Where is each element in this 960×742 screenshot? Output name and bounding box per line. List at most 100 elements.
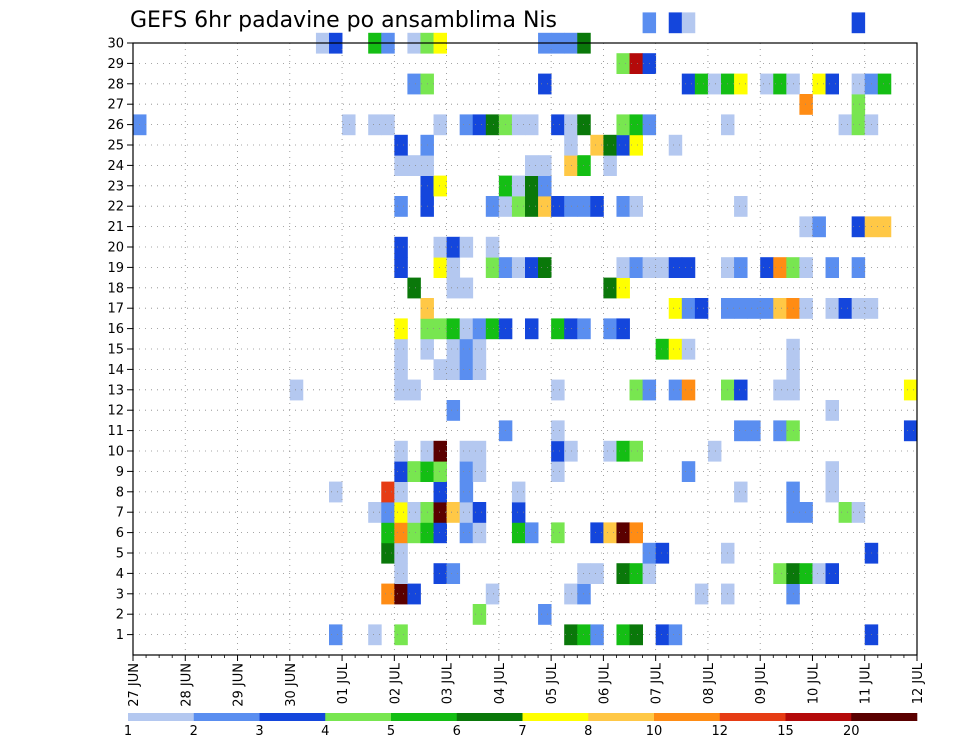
heatmap-cell <box>851 73 866 95</box>
x-tick-label: 11 JUL <box>859 662 874 704</box>
heatmap-cell <box>446 563 461 584</box>
heatmap-cell <box>446 318 461 340</box>
heatmap-cell <box>851 216 866 238</box>
heatmap-cell <box>616 522 630 544</box>
heatmap-cell <box>734 73 748 95</box>
heatmap-cell <box>590 134 604 156</box>
heatmap-cell <box>851 298 866 319</box>
heatmap-cell <box>368 502 382 523</box>
heatmap-cell <box>825 563 839 584</box>
heatmap-cell <box>407 155 421 176</box>
heatmap-cell <box>289 379 304 401</box>
legend-label: 1 <box>124 724 132 739</box>
heatmap-cell <box>394 359 408 380</box>
y-tick-label: 16 <box>107 322 124 337</box>
heatmap-cell <box>511 481 526 503</box>
x-tick-label: 28 JUN <box>179 663 194 707</box>
heatmap-cell <box>551 522 565 544</box>
heatmap-cell <box>616 563 630 584</box>
heatmap-cell <box>760 257 774 278</box>
heatmap-cell <box>629 624 643 646</box>
y-tick-label: 10 <box>107 445 124 460</box>
heatmap-cell <box>433 114 447 136</box>
heatmap-cell <box>407 73 421 95</box>
y-tick-label: 2 <box>116 608 124 623</box>
legend-swatch <box>719 713 786 721</box>
legend-label: 3 <box>255 724 263 739</box>
heatmap-cell <box>564 440 578 462</box>
heatmap-cell <box>616 114 630 136</box>
heatmap-cell <box>825 298 839 319</box>
heatmap-cell <box>812 216 826 238</box>
heatmap-cell <box>773 563 787 584</box>
heatmap-cell <box>368 624 382 646</box>
heatmap-cell <box>629 440 643 462</box>
heatmap-cell <box>603 134 617 156</box>
heatmap-cell <box>668 257 683 278</box>
heatmap-cell <box>734 481 748 503</box>
grid-lines <box>133 42 917 655</box>
y-tick-label: 23 <box>107 179 124 194</box>
heatmap-cell <box>629 196 643 217</box>
heatmap-cell <box>525 114 539 136</box>
y-tick-label: 12 <box>107 404 124 419</box>
y-tick-label: 29 <box>107 57 124 72</box>
heatmap-cell <box>525 155 539 176</box>
heatmap-cell <box>681 73 696 95</box>
chart-title: GEFS 6hr padavine po ansamblima Nis <box>130 8 557 33</box>
heatmap-cell <box>838 502 853 523</box>
heatmap-cell <box>551 379 565 401</box>
heatmap-cell <box>773 379 787 401</box>
heatmap-cell <box>629 522 643 544</box>
heatmap-cell <box>590 196 604 217</box>
heatmap-cell <box>760 73 774 95</box>
heatmap-cell <box>564 583 578 605</box>
x-tick-label: 01 JUL <box>336 662 351 704</box>
heatmap-cell <box>603 440 617 462</box>
heatmap-cell <box>407 583 421 605</box>
heatmap-cell <box>394 481 408 503</box>
heatmap-cell <box>903 420 918 442</box>
heatmap-cell <box>381 583 395 605</box>
heatmap-cell <box>707 440 722 462</box>
heatmap-cell <box>707 73 722 95</box>
heatmap-cell <box>838 298 853 319</box>
heatmap-cell <box>472 338 487 360</box>
heatmap-cell <box>511 196 526 217</box>
heatmap-cell <box>877 216 892 238</box>
heatmap-cell <box>629 134 643 156</box>
heatmap-cell <box>459 440 474 462</box>
heatmap-cell <box>407 277 421 299</box>
heatmap-cell <box>734 420 748 442</box>
y-tick-label: 30 <box>107 37 124 52</box>
heatmap-cell <box>603 277 617 299</box>
heatmap-cell <box>368 114 382 136</box>
heatmap-cell <box>525 522 539 544</box>
heatmap-cell <box>668 12 683 34</box>
heatmap-cell <box>564 114 578 136</box>
heatmap-cell <box>590 522 604 544</box>
y-tick-label: 4 <box>116 567 124 582</box>
legend-label: 15 <box>777 724 794 739</box>
heatmap-cell <box>747 420 761 442</box>
heatmap-cell <box>773 73 787 95</box>
heatmap-cell <box>538 604 552 625</box>
heatmap-cell <box>655 257 670 278</box>
legend-label: 10 <box>646 724 663 739</box>
heatmap-cell <box>538 196 552 217</box>
heatmap-cell <box>681 379 696 401</box>
heatmap-cell <box>616 196 630 217</box>
y-axis: 1234567891011121314151617181920212223242… <box>107 37 133 643</box>
legend-swatch <box>654 713 721 721</box>
legend-label: 6 <box>453 724 461 739</box>
heatmap-cell <box>511 175 526 197</box>
heatmap-cell <box>851 502 866 523</box>
legend-swatch <box>588 713 655 721</box>
heatmap-cell <box>668 379 683 401</box>
x-tick-label: 03 JUL <box>441 662 456 704</box>
heatmap-cell <box>616 624 630 646</box>
legend-label: 8 <box>584 724 592 739</box>
heatmap-cell <box>616 53 630 74</box>
y-tick-label: 15 <box>107 343 124 358</box>
heatmap-cell <box>394 522 408 544</box>
